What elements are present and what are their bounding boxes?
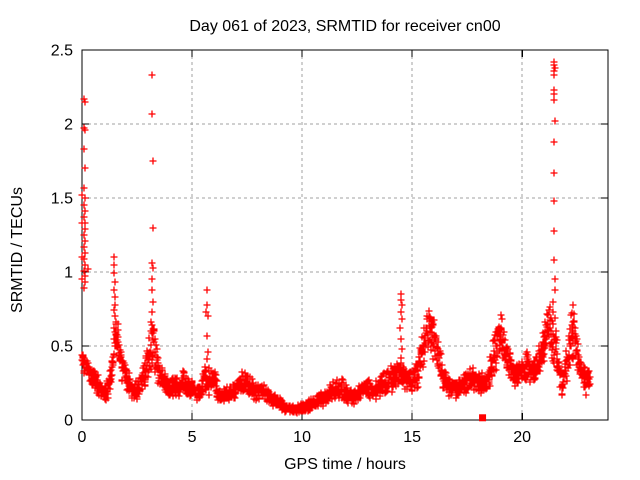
x-tick-label: 5 [188, 429, 197, 446]
y-tick-label: 1.5 [51, 191, 73, 208]
x-tick-label: 10 [293, 429, 311, 446]
y-tick-label: 0.5 [51, 339, 73, 356]
x-tick-label: 15 [403, 429, 421, 446]
x-tick-labels: 0 5 10 15 20 [78, 429, 532, 446]
y-tick-labels: 0 0.5 1 1.5 2 2.5 [51, 43, 73, 430]
y-axis-label: SRMTID / TECUs [9, 187, 26, 313]
chart-title: Day 061 of 2023, SRMTID for receiver cn0… [189, 18, 500, 35]
y-tick-label: 2 [64, 117, 73, 134]
y-tick-label: 1 [64, 265, 73, 282]
y-tick-label: 2.5 [51, 43, 73, 60]
scatter-plus-markers [78, 58, 594, 417]
x-tick-label: 20 [513, 429, 531, 446]
axis-ticks [81, 49, 608, 421]
tick-marks [81, 49, 608, 421]
x-tick-label: 0 [78, 429, 87, 446]
data-points [78, 58, 594, 417]
outlier-point [479, 414, 487, 422]
x-axis-label: GPS time / hours [284, 456, 406, 473]
outlier-square-marker [479, 414, 487, 422]
y-tick-label: 0 [64, 413, 73, 430]
grid-lines [82, 50, 608, 420]
